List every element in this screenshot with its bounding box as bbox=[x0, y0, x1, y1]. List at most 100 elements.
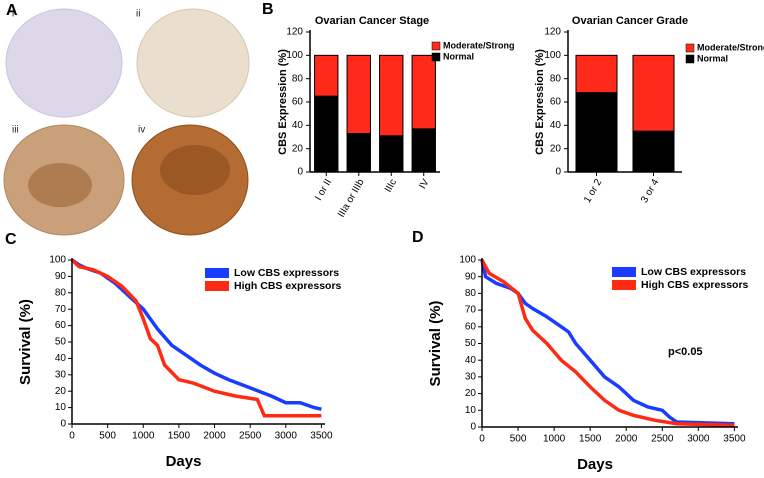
y-tick-label: 0 bbox=[555, 167, 561, 178]
legend-swatch bbox=[612, 280, 636, 290]
y-tick-label: 90 bbox=[55, 271, 67, 282]
y-tick-label: 0 bbox=[470, 422, 476, 433]
bar-segment bbox=[346, 54, 371, 134]
chart-title: Ovarian Cancer Stage bbox=[315, 15, 429, 27]
image-label: iii bbox=[12, 125, 19, 136]
y-tick-label: 50 bbox=[465, 338, 477, 349]
survival-curve bbox=[480, 259, 735, 428]
y-tick-label: 70 bbox=[55, 304, 67, 315]
x-tick-label: 2000 bbox=[615, 434, 638, 445]
y-tick-label: 30 bbox=[465, 372, 477, 383]
bar-segment bbox=[575, 54, 618, 94]
y-tick-label: 70 bbox=[465, 305, 477, 316]
y-tick-label: 90 bbox=[465, 271, 477, 282]
y-tick-label: 80 bbox=[465, 288, 477, 299]
tissue-image bbox=[136, 8, 250, 118]
tissue-image bbox=[5, 8, 123, 118]
legend-swatch bbox=[685, 43, 695, 53]
legend-label: Moderate/Strong bbox=[697, 42, 764, 52]
x-tick-label: 500 bbox=[99, 431, 116, 442]
tissue-stain bbox=[160, 145, 230, 195]
legend-label: High CBS expressors bbox=[234, 280, 342, 292]
panel-label: B bbox=[262, 1, 274, 18]
y-axis-label: Survival (%) bbox=[427, 301, 444, 387]
y-tick-label: 20 bbox=[292, 143, 304, 154]
y-tick-label: 100 bbox=[49, 255, 66, 266]
legend-label: Normal bbox=[697, 53, 728, 63]
x-tick-label: 2000 bbox=[203, 431, 226, 442]
x-tick-label: 1 or 2 bbox=[582, 177, 605, 205]
legend-swatch bbox=[205, 281, 229, 291]
y-tick-label: 80 bbox=[55, 287, 67, 298]
y-tick-label: 40 bbox=[550, 120, 562, 131]
legend-swatch bbox=[431, 41, 441, 51]
bar-segment bbox=[379, 135, 404, 173]
y-tick-label: 60 bbox=[292, 97, 304, 108]
y-tick-label: 0 bbox=[60, 419, 66, 430]
x-tick-label: 2500 bbox=[239, 431, 262, 442]
image-label: iv bbox=[138, 125, 145, 136]
y-tick-label: 20 bbox=[550, 143, 562, 154]
bar-segment bbox=[632, 54, 675, 132]
x-tick-label: 1500 bbox=[168, 431, 191, 442]
y-tick-label: 100 bbox=[544, 50, 561, 61]
y-axis-label: CBS Expression (%) bbox=[534, 49, 546, 155]
x-tick-label: 2500 bbox=[651, 434, 674, 445]
y-tick-label: 60 bbox=[55, 320, 67, 331]
x-tick-label: 3 or 4 bbox=[639, 177, 662, 205]
y-axis-label: Survival (%) bbox=[17, 299, 34, 385]
x-tick-label: IV bbox=[417, 177, 431, 191]
y-tick-label: 80 bbox=[550, 73, 562, 84]
y-tick-label: 80 bbox=[292, 73, 304, 84]
x-tick-label: 3500 bbox=[310, 431, 333, 442]
x-tick-label: 0 bbox=[479, 434, 485, 445]
bar-segment bbox=[411, 54, 436, 130]
legend-label: Low CBS expressors bbox=[641, 266, 746, 278]
y-tick-label: 40 bbox=[55, 353, 67, 364]
y-tick-label: 50 bbox=[55, 337, 67, 348]
x-tick-label: 3000 bbox=[275, 431, 298, 442]
bar-segment bbox=[379, 54, 404, 137]
image-label: i bbox=[12, 9, 14, 20]
y-tick-label: 30 bbox=[55, 369, 67, 380]
x-axis-label: Days bbox=[166, 453, 202, 470]
y-tick-label: 60 bbox=[465, 321, 477, 332]
panel-label: A bbox=[6, 2, 18, 19]
y-axis-label: CBS Expression (%) bbox=[277, 49, 289, 155]
y-tick-label: 100 bbox=[459, 255, 476, 266]
bar-segment bbox=[346, 133, 371, 173]
x-tick-label: 1000 bbox=[543, 434, 566, 445]
tissue-stain bbox=[28, 163, 92, 207]
y-tick-label: 20 bbox=[465, 388, 477, 399]
panel-label: C bbox=[5, 231, 17, 248]
y-tick-label: 40 bbox=[465, 355, 477, 366]
x-tick-label: I or II bbox=[313, 177, 334, 202]
panel-label: D bbox=[412, 229, 424, 246]
y-tick-label: 0 bbox=[297, 167, 303, 178]
x-tick-label: 3000 bbox=[687, 434, 710, 445]
bar-segment bbox=[411, 128, 436, 173]
y-tick-label: 20 bbox=[55, 386, 67, 397]
legend-swatch bbox=[612, 267, 636, 277]
x-tick-label: IIIc bbox=[383, 177, 399, 194]
x-tick-label: 1500 bbox=[579, 434, 602, 445]
y-tick-label: 120 bbox=[286, 27, 303, 38]
y-tick-label: 120 bbox=[544, 27, 561, 38]
x-tick-label: 500 bbox=[510, 434, 527, 445]
legend-label: Normal bbox=[443, 51, 474, 61]
x-tick-label: 0 bbox=[69, 431, 75, 442]
bar-segment bbox=[314, 95, 339, 173]
y-tick-label: 10 bbox=[55, 402, 67, 413]
bar-segment bbox=[314, 54, 339, 97]
legend-swatch bbox=[685, 54, 695, 64]
annotation: p<0.05 bbox=[668, 346, 703, 358]
legend-swatch bbox=[205, 268, 229, 278]
x-tick-label: 3500 bbox=[723, 434, 746, 445]
x-tick-label: 1000 bbox=[132, 431, 155, 442]
y-tick-label: 40 bbox=[292, 120, 304, 131]
x-axis-label: Days bbox=[577, 456, 613, 473]
legend-swatch bbox=[431, 52, 441, 62]
bar-segment bbox=[575, 92, 618, 173]
y-tick-label: 100 bbox=[286, 50, 303, 61]
